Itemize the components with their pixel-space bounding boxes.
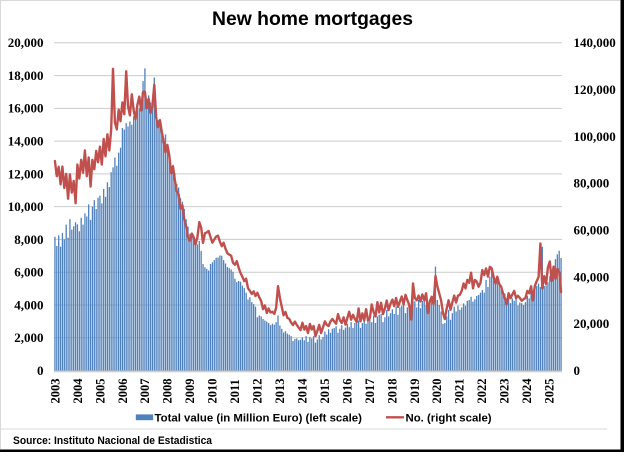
svg-text:2006: 2006 [116,379,130,404]
svg-text:2020: 2020 [430,379,444,404]
svg-text:2015: 2015 [318,379,332,404]
svg-text:16,000: 16,000 [8,101,44,116]
svg-text:140,000: 140,000 [574,35,616,50]
svg-text:2022: 2022 [475,379,489,404]
svg-text:2003: 2003 [48,379,62,404]
svg-text:2014: 2014 [296,378,310,404]
svg-text:2021: 2021 [453,379,467,404]
svg-text:80,000: 80,000 [574,176,610,191]
svg-text:2025: 2025 [543,379,557,404]
svg-text:2007: 2007 [138,379,152,404]
svg-text:6,000: 6,000 [14,265,43,280]
svg-text:2011: 2011 [228,379,242,403]
svg-text:100,000: 100,000 [574,129,616,144]
svg-text:2008: 2008 [161,379,175,404]
svg-text:60,000: 60,000 [574,223,610,238]
svg-text:2012: 2012 [251,379,265,404]
svg-text:2009: 2009 [183,379,197,404]
svg-text:Source: Instituto Nacional de: Source: Instituto Nacional de Estadistic… [13,435,212,447]
svg-text:New home mortgages: New home mortgages [212,8,413,30]
svg-text:2023: 2023 [498,379,512,404]
svg-text:2018: 2018 [385,379,399,404]
svg-text:2019: 2019 [408,379,422,404]
svg-text:20,000: 20,000 [574,316,610,331]
svg-text:18,000: 18,000 [8,68,44,83]
svg-text:2013: 2013 [273,379,287,404]
svg-text:2016: 2016 [340,379,354,404]
svg-text:2005: 2005 [93,379,107,404]
svg-text:4,000: 4,000 [14,297,43,312]
svg-text:2024: 2024 [520,378,534,404]
svg-text:14,000: 14,000 [8,134,44,149]
svg-text:120,000: 120,000 [574,82,616,97]
svg-text:12,000: 12,000 [8,166,44,181]
svg-text:10,000: 10,000 [8,199,44,214]
svg-text:20,000: 20,000 [8,35,44,50]
svg-text:8,000: 8,000 [14,232,43,247]
svg-text:0: 0 [574,363,581,378]
svg-text:Total value (in Million Euro): Total value (in Million Euro) (left scal… [155,412,363,424]
svg-text:No. (right scale): No. (right scale) [406,412,492,424]
svg-text:40,000: 40,000 [574,269,610,284]
svg-text:2017: 2017 [363,379,377,404]
svg-text:2,000: 2,000 [14,330,43,345]
svg-text:0: 0 [37,363,44,378]
svg-text:2010: 2010 [206,379,220,404]
svg-text:2004: 2004 [71,378,85,404]
